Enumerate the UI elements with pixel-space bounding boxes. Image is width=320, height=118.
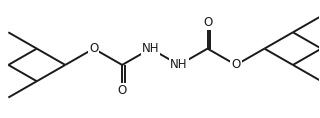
Text: O: O [89,42,98,55]
Text: O: O [231,58,241,71]
Text: O: O [203,16,212,29]
Text: NH: NH [170,58,188,71]
Text: NH: NH [142,42,159,55]
Text: O: O [117,84,127,97]
